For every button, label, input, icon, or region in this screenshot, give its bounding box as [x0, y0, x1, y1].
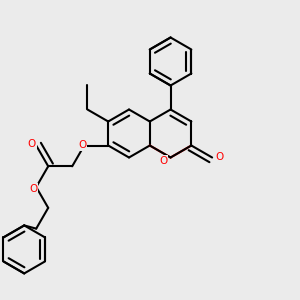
Text: O: O [215, 152, 224, 163]
Text: O: O [78, 140, 86, 151]
Text: O: O [159, 155, 167, 166]
Text: O: O [29, 184, 37, 194]
Text: O: O [28, 139, 36, 149]
